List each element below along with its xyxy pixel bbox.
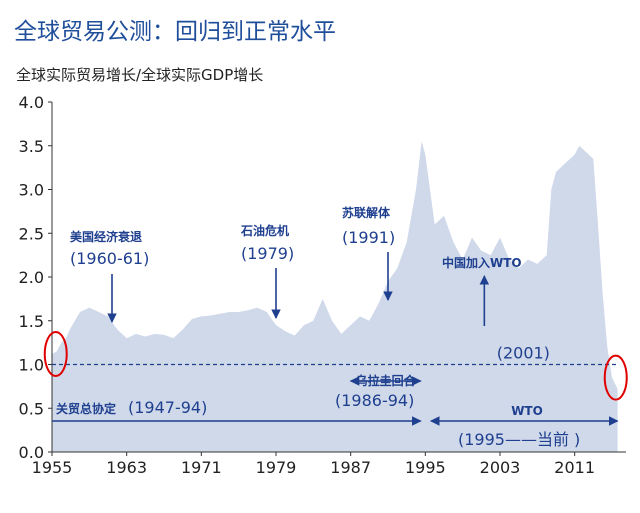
y-tick-label: 0.5 <box>19 399 44 418</box>
y-tick-label: 2.0 <box>19 268 44 287</box>
event-title-wto: WTO <box>511 404 543 418</box>
y-tick-label: 0.0 <box>19 443 44 462</box>
highlight-circle-start <box>43 331 68 377</box>
event-title-oil-crisis: 石油危机 <box>240 223 289 238</box>
x-tick-label: 1979 <box>256 458 297 477</box>
reference-line-label: (2001) <box>497 344 550 363</box>
x-tick-label: 1987 <box>330 458 371 477</box>
y-tick-label: 3.0 <box>19 181 44 200</box>
x-tick-label: 1995 <box>405 458 446 477</box>
event-title-ussr: 苏联解体 <box>342 205 391 220</box>
y-tick-label: 4.0 <box>19 93 44 112</box>
event-period-gatt: (1947-94) <box>128 398 207 417</box>
event-period-uruguay-round: (1986-94) <box>335 391 414 410</box>
event-title-uruguay-round: 乌拉圭回合 <box>356 373 417 388</box>
x-tick-label: 1971 <box>181 458 222 477</box>
event-title-recession: 美国经济衰退 <box>70 229 142 244</box>
y-tick-label: 3.5 <box>19 137 44 156</box>
x-tick-label: 2003 <box>480 458 521 477</box>
y-tick-label: 1.5 <box>19 312 44 331</box>
event-title-china-wto: 中国加入WTO <box>442 255 522 270</box>
event-period-recession: (1960-61) <box>70 249 149 268</box>
x-tick-label: 1963 <box>106 458 147 477</box>
event-title-gatt: 关贸总协定 <box>56 401 116 416</box>
event-period-wto: (1995——当前 ) <box>458 430 580 449</box>
chart-subtitle: 全球实际贸易增长/全球实际GDP增长 <box>16 66 264 84</box>
event-period-ussr: (1991) <box>342 228 395 247</box>
y-tick-label: 2.5 <box>19 224 44 243</box>
x-tick-label: 2011 <box>554 458 595 477</box>
y-tick-label: 1.0 <box>19 356 44 375</box>
highlight-circle-end <box>603 354 628 401</box>
page-title: 全球贸易公测：回归到正常水平 <box>14 19 336 45</box>
x-tick-label: 1955 <box>32 458 73 477</box>
event-period-oil-crisis: (1979) <box>241 244 294 263</box>
area-series-0 <box>52 141 618 452</box>
